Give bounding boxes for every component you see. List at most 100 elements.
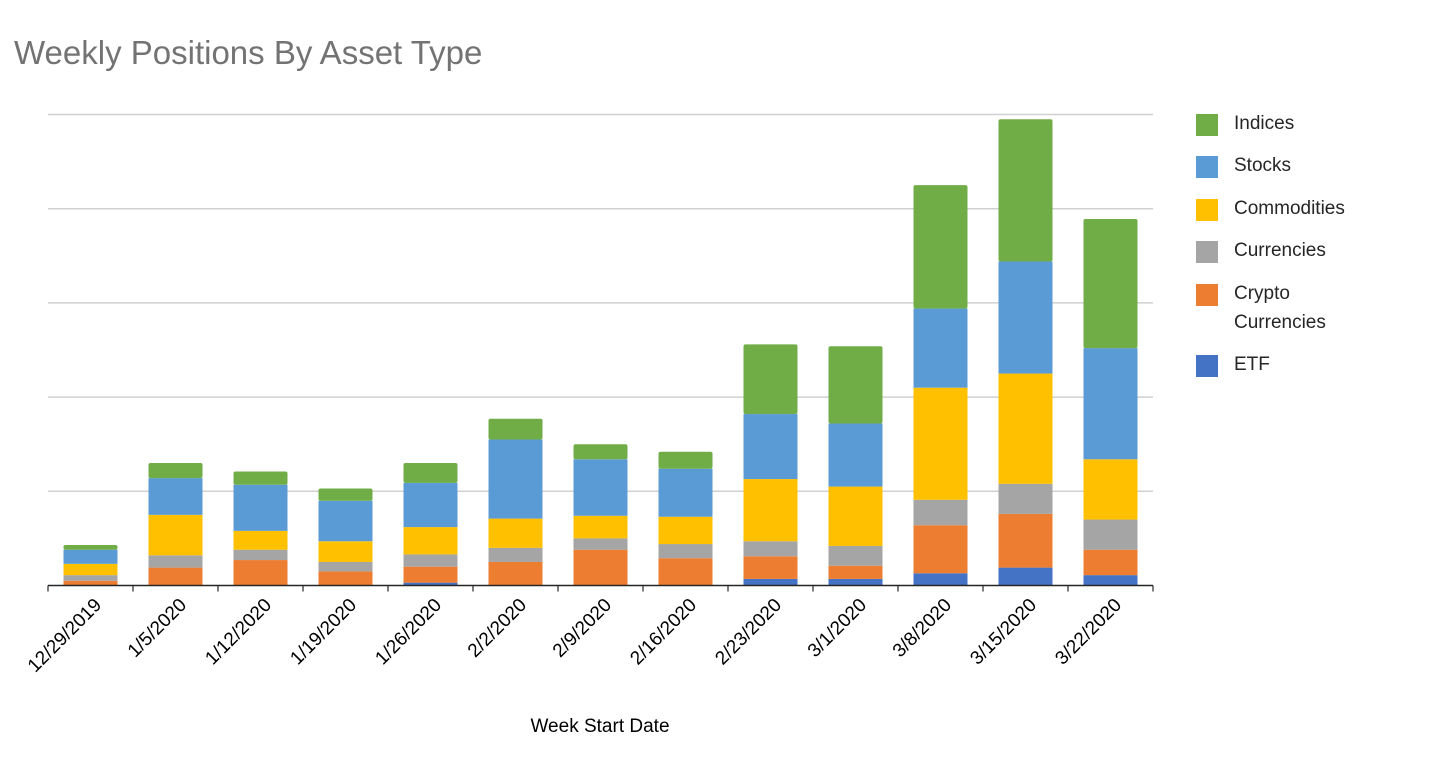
bar-segment [1083, 459, 1138, 520]
legend-item: Currencies [1196, 239, 1326, 265]
bar-segment [148, 567, 203, 586]
bar-stack [743, 344, 798, 586]
x-tick-label: 1/26/2020 [371, 595, 446, 670]
bar-segment [148, 555, 203, 568]
bar-stack [1083, 219, 1138, 586]
x-axis [47, 584, 1154, 592]
bar-segment [658, 516, 713, 545]
bar-segment [233, 560, 288, 586]
bar-segment [403, 463, 458, 483]
bar-segment [828, 545, 883, 566]
bar-segment [913, 308, 968, 388]
bar-segment [148, 478, 203, 515]
x-tick-labels: 12/29/2019 1/5/2020 1/12/2020 1/19/2020 1/26… [24, 595, 1126, 677]
bar-segment [998, 373, 1053, 484]
bar-stack [403, 463, 458, 586]
x-tick-label: 2/23/2020 [711, 595, 786, 670]
bar-segment [828, 578, 883, 586]
legend-item: Stocks [1196, 154, 1291, 180]
bar-segment [998, 119, 1053, 262]
bar-segment [148, 514, 203, 556]
legend-label: Crypto Currencies [1234, 283, 1326, 333]
x-tick-label: 1/19/2020 [286, 595, 361, 670]
bar-segment [658, 544, 713, 559]
bar-segment [1083, 219, 1138, 349]
bar-segment [998, 567, 1053, 586]
bar-segment [63, 580, 118, 586]
bar-segment [573, 459, 628, 516]
bar-segment [488, 518, 543, 548]
bar-segment [233, 549, 288, 561]
gridlines [48, 113, 1153, 493]
bar-segment [828, 346, 883, 424]
bar-segment [743, 414, 798, 480]
bar-segment [658, 468, 713, 517]
bar-segment [743, 344, 798, 415]
x-tick-label: 1/5/2020 [124, 595, 191, 662]
bar-segment [743, 578, 798, 586]
legend-label: Commodities [1234, 198, 1345, 219]
bar-segment [1083, 519, 1138, 550]
bar-segment [913, 525, 968, 574]
bar-segment [743, 556, 798, 579]
bar-segment [1083, 575, 1138, 586]
bar-segment [318, 541, 373, 562]
bar-segment [573, 538, 628, 550]
bar-segment [403, 527, 458, 555]
bar-segment [488, 418, 543, 440]
bar-stack [828, 346, 883, 586]
bar-segment [318, 488, 373, 501]
bar-segment [233, 471, 288, 485]
bar-segment [828, 423, 883, 487]
bar-segment [658, 558, 713, 586]
legend-item: ETF [1196, 353, 1270, 379]
bar-segment [488, 547, 543, 562]
bar-segment [403, 554, 458, 567]
bar-segment [403, 482, 458, 528]
bar-segment [743, 479, 798, 542]
bar-stack [233, 471, 288, 586]
bar-segment [318, 561, 373, 572]
legend-label: Stocks [1234, 155, 1292, 176]
bar-segment [913, 573, 968, 586]
bar-segment [63, 563, 118, 576]
bar-segment [488, 439, 543, 519]
x-tick-label: 2/2/2020 [464, 595, 531, 662]
bar-segment [913, 387, 968, 500]
legend-swatch [1196, 241, 1218, 263]
bar-segment [913, 185, 968, 309]
bar-stack [63, 544, 118, 586]
legend-label: ETF [1234, 354, 1270, 375]
bar-segment [573, 444, 628, 460]
bar-segment [998, 483, 1053, 514]
bar-segment [573, 515, 628, 539]
bar-segment [573, 549, 628, 586]
x-tick-label: 3/22/2020 [1051, 595, 1126, 670]
bar-segment [828, 486, 883, 546]
bar-segment [403, 566, 458, 583]
bar-segment [913, 499, 968, 526]
bar-stack [658, 451, 713, 586]
bar-stack [998, 119, 1053, 586]
bar-segment [233, 484, 288, 531]
bar-stack [488, 418, 543, 586]
x-tick-label: 1/12/2020 [201, 595, 276, 670]
legend-swatch [1196, 284, 1218, 306]
bar-segment [658, 451, 713, 469]
legend-swatch [1196, 114, 1218, 136]
bar-segment [318, 500, 373, 542]
bar-segment [63, 544, 118, 550]
bar-segment [403, 582, 458, 586]
x-tick-label: 3/8/2020 [889, 595, 956, 662]
x-tick-label: 2/9/2020 [549, 595, 616, 662]
x-tick-label: 3/1/2020 [804, 595, 871, 662]
legend-item: Commodities [1196, 197, 1345, 223]
x-tick-label: 3/15/2020 [966, 595, 1041, 670]
bar-segment [1083, 348, 1138, 460]
legend-swatch [1196, 156, 1218, 178]
bar-segment [63, 575, 118, 581]
bar-segment [318, 571, 373, 586]
bar-stack [148, 463, 203, 586]
bar-stack [573, 444, 628, 586]
